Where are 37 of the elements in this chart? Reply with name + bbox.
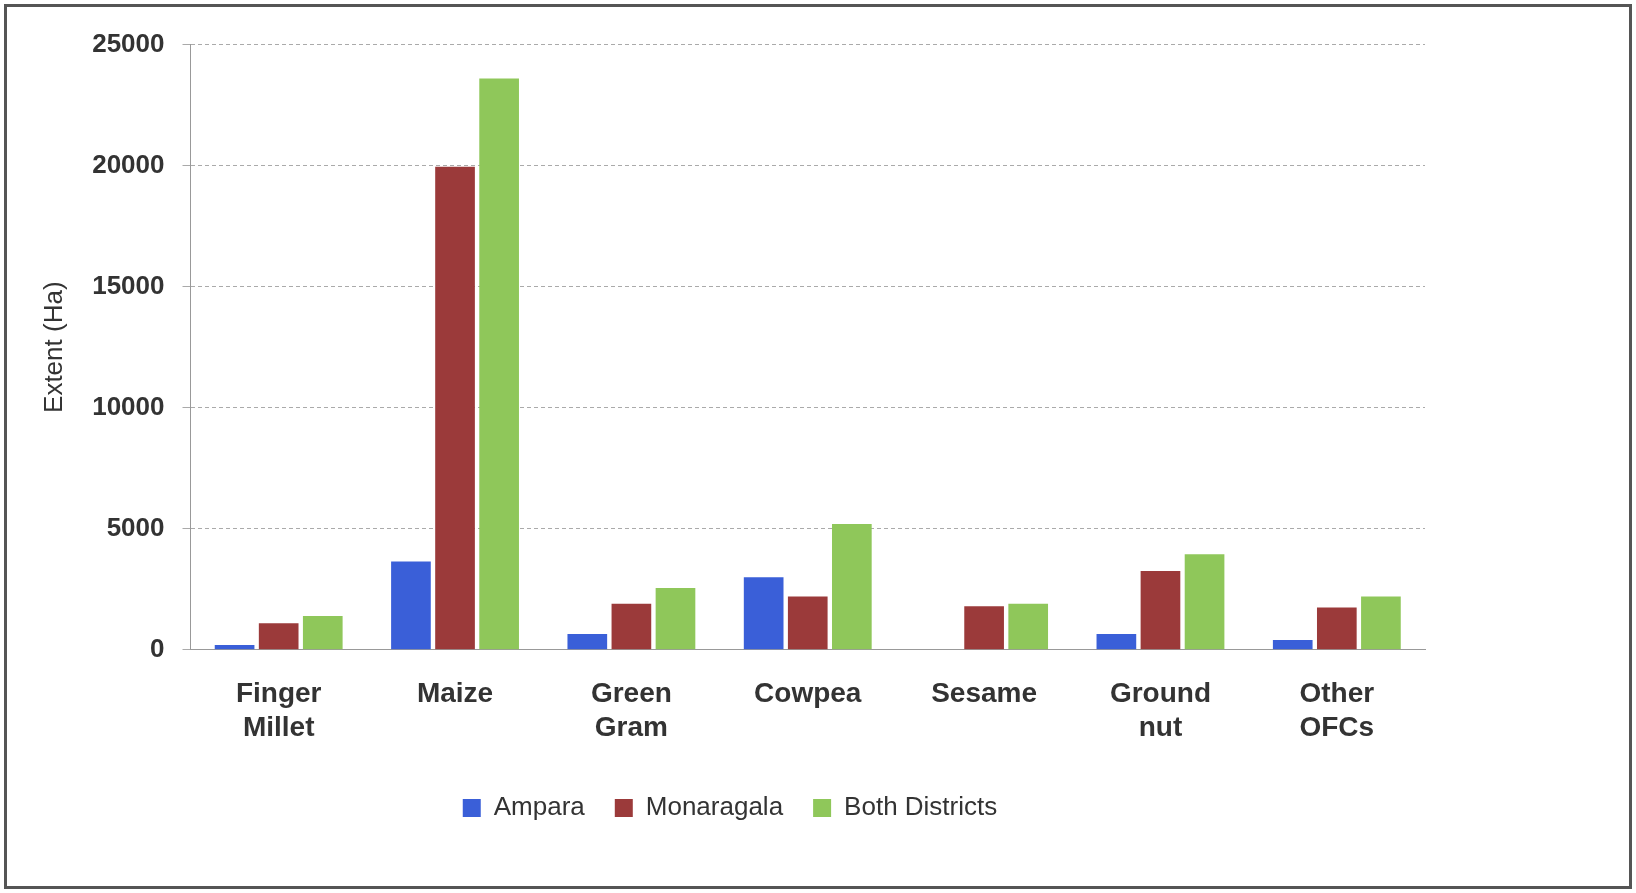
bar (832, 523, 872, 650)
bar (1361, 596, 1401, 650)
bar (1140, 571, 1181, 650)
y-tick-label: 0 (150, 632, 165, 663)
y-tick-label: 15000 (92, 269, 165, 300)
bar (1184, 554, 1225, 650)
legend-label: Both Districts (844, 791, 998, 822)
y-tick-label: 25000 (92, 27, 165, 58)
bar (302, 615, 343, 650)
y-axis-title: Extent (Ha) (37, 281, 68, 413)
x-tick-label: Maize (416, 677, 494, 709)
bar (655, 588, 696, 650)
x-tick-label: Finger Millet (235, 677, 322, 742)
bar (743, 577, 784, 650)
x-tick-label: Ground nut (1109, 677, 1212, 742)
x-tick-label: Other OFCs (1299, 677, 1375, 742)
x-tick-label: Green Gram (590, 677, 672, 742)
y-tick-label: 5000 (106, 511, 165, 542)
legend-label: Monaragala (645, 791, 784, 822)
bar (1008, 603, 1049, 650)
x-tick-label: Cowpea (754, 677, 862, 709)
bar (391, 561, 431, 650)
bar (787, 596, 828, 650)
x-tick-label: Sesame (931, 677, 1038, 709)
bar (479, 78, 519, 650)
bar (567, 634, 608, 650)
bar (214, 644, 255, 650)
bar (258, 623, 299, 650)
bar (435, 166, 475, 650)
y-tick-label: 20000 (92, 148, 165, 179)
bar (1272, 640, 1313, 650)
y-tick-label: 10000 (92, 390, 165, 421)
bar (1316, 607, 1357, 650)
bar (611, 603, 652, 650)
bar (1096, 634, 1137, 650)
bar (964, 606, 1004, 650)
legend-label: Ampara (493, 791, 586, 822)
